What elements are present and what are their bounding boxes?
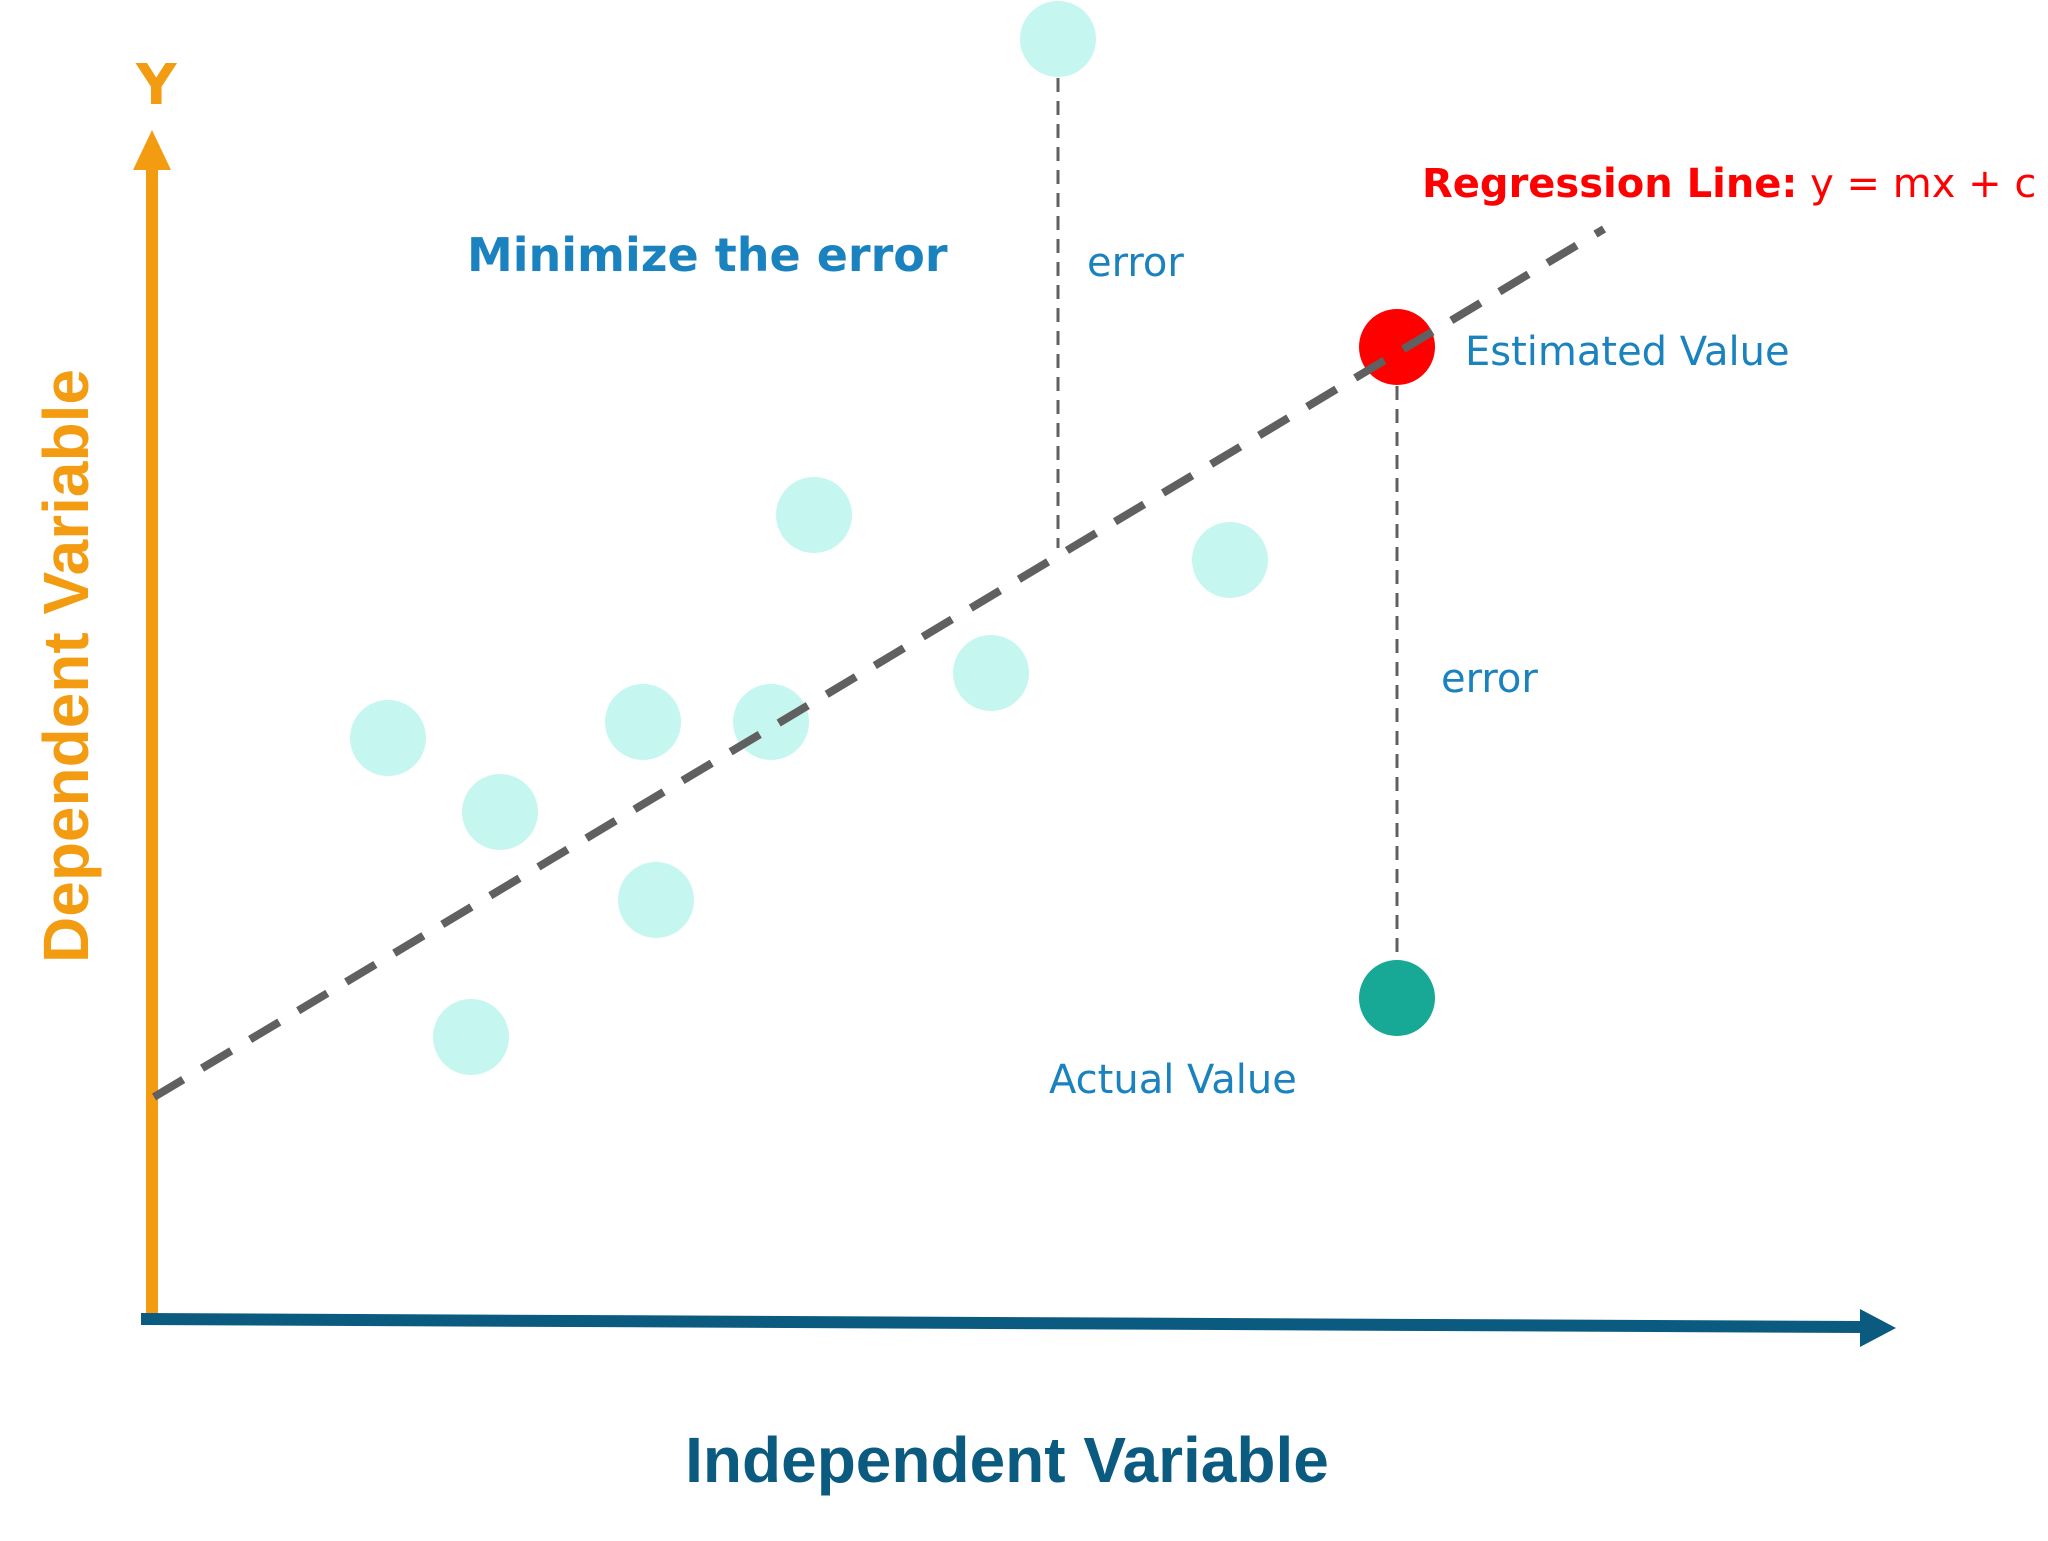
data-point (350, 700, 426, 776)
data-point (605, 684, 681, 760)
data-point (433, 999, 509, 1075)
data-points (350, 1, 1268, 1075)
data-point (733, 684, 809, 760)
y-axis-arrowhead-icon (133, 130, 171, 170)
error-label-top: error (1087, 240, 1184, 286)
y-axis-letter: Y (136, 53, 177, 118)
y-axis (133, 130, 171, 1322)
data-point (776, 477, 852, 553)
data-point (618, 862, 694, 938)
error-label-right: error (1441, 656, 1538, 702)
data-point (953, 635, 1029, 711)
regression-formula: y = mx + c (1797, 161, 2037, 207)
y-axis-label: Dependent Variable (30, 369, 102, 963)
regression-title: Regression Line: (1422, 161, 1798, 207)
actual-value-label: Actual Value (1049, 1057, 1297, 1103)
x-axis-arrowhead-icon (1860, 1309, 1896, 1347)
actual-point (1359, 960, 1435, 1036)
data-point (1192, 522, 1268, 598)
data-point (1020, 1, 1096, 77)
regression-line (151, 225, 1607, 1101)
data-point (462, 774, 538, 850)
estimated-value-label: Estimated Value (1465, 329, 1790, 375)
regression-line-label: Regression Line: y = mx + c (1422, 164, 2036, 204)
x-axis-label: Independent Variable (685, 1424, 1329, 1496)
x-axis (141, 1309, 1896, 1347)
estimated-point (1359, 309, 1435, 385)
minimize-error-label: Minimize the error (467, 228, 948, 282)
